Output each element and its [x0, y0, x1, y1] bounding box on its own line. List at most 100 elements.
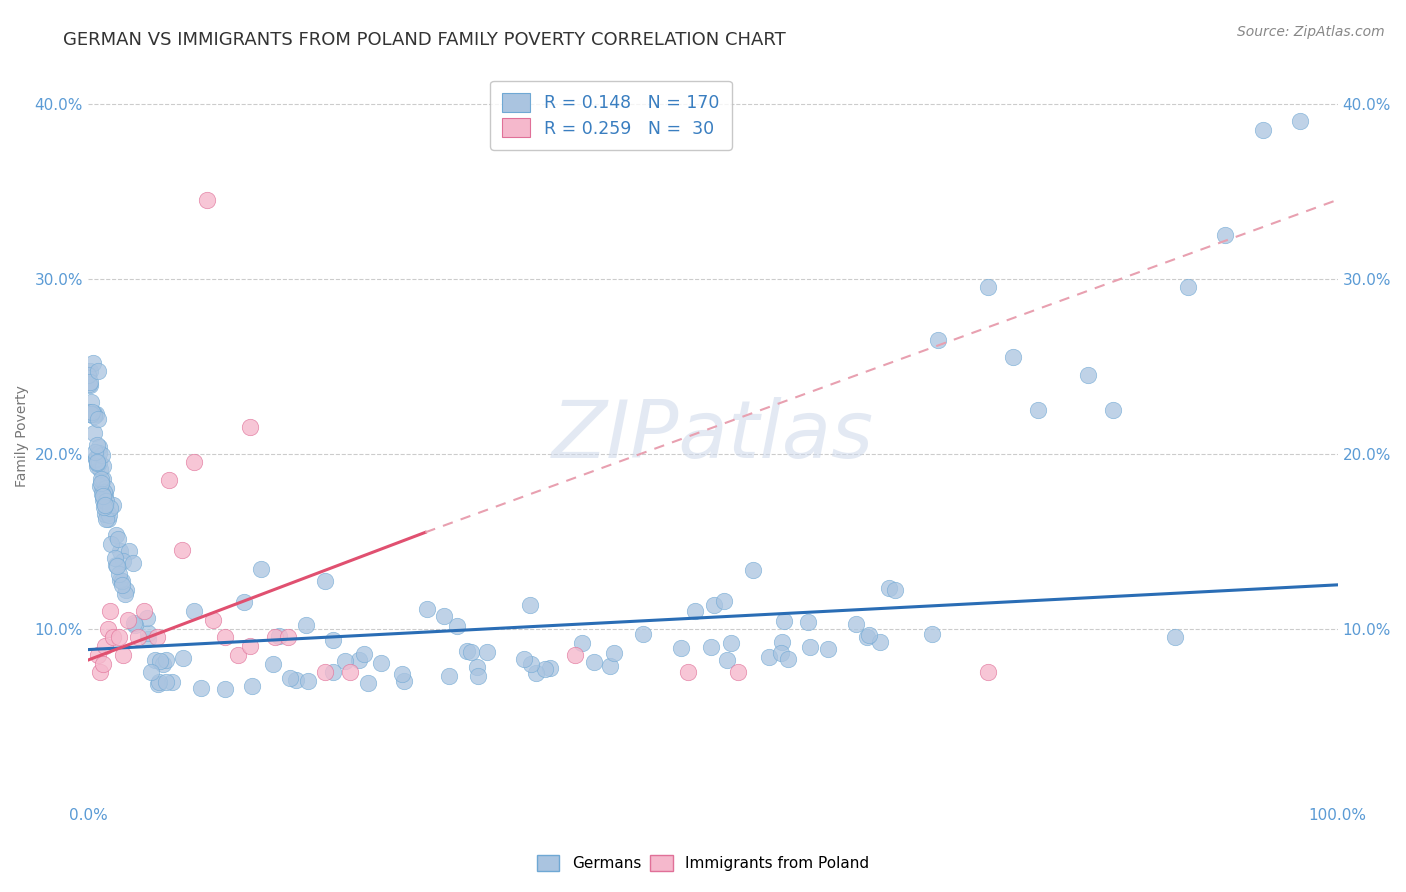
- Point: [84, 452, 107, 467]
- Point: [94, 487, 117, 501]
- Text: ZIPatlas: ZIPatlas: [551, 397, 875, 475]
- Point: [77, 376, 100, 391]
- Point: [183, 603, 205, 617]
- Point: [769, 646, 792, 660]
- Point: [456, 644, 478, 658]
- Text: Source: ZipAtlas.com: Source: ZipAtlas.com: [1237, 25, 1385, 39]
- Point: [89, 440, 111, 454]
- Point: [96, 505, 118, 519]
- Point: [96, 512, 118, 526]
- Point: [314, 665, 336, 680]
- Point: [415, 601, 437, 615]
- Point: [111, 578, 134, 592]
- Point: [467, 669, 489, 683]
- Point: [111, 554, 134, 568]
- Point: [122, 556, 145, 570]
- Point: [79, 407, 101, 421]
- Point: [269, 629, 291, 643]
- Point: [134, 604, 156, 618]
- Point: [977, 665, 1000, 680]
- Point: [111, 574, 134, 589]
- Point: [86, 451, 108, 466]
- Point: [1213, 227, 1236, 242]
- Point: [89, 479, 111, 493]
- Point: [437, 669, 460, 683]
- Point: [89, 665, 111, 680]
- Point: [82, 356, 104, 370]
- Point: [519, 599, 541, 613]
- Point: [977, 280, 1000, 294]
- Point: [683, 604, 706, 618]
- Point: [143, 653, 166, 667]
- Point: [446, 618, 468, 632]
- Point: [845, 616, 868, 631]
- Point: [100, 537, 122, 551]
- Point: [1026, 402, 1049, 417]
- Point: [1001, 351, 1024, 365]
- Point: [104, 558, 127, 573]
- Point: [155, 675, 177, 690]
- Point: [93, 485, 115, 500]
- Point: [97, 622, 120, 636]
- Point: [927, 333, 949, 347]
- Point: [77, 368, 100, 382]
- Point: [239, 420, 262, 434]
- Point: [111, 648, 134, 662]
- Point: [631, 626, 654, 640]
- Point: [353, 647, 375, 661]
- Point: [155, 653, 177, 667]
- Point: [96, 481, 118, 495]
- Point: [460, 645, 482, 659]
- Point: [172, 651, 194, 665]
- Point: [145, 631, 167, 645]
- Point: [533, 662, 555, 676]
- Point: [93, 491, 115, 505]
- Point: [157, 473, 180, 487]
- Point: [817, 641, 839, 656]
- Point: [101, 498, 124, 512]
- Point: [91, 472, 114, 486]
- Point: [335, 654, 357, 668]
- Point: [233, 595, 256, 609]
- Point: [322, 665, 344, 679]
- Point: [278, 671, 301, 685]
- Point: [90, 472, 112, 486]
- Point: [91, 657, 114, 671]
- Point: [86, 458, 108, 473]
- Point: [160, 675, 183, 690]
- Point: [742, 563, 765, 577]
- Point: [124, 618, 146, 632]
- Point: [114, 587, 136, 601]
- Point: [170, 542, 193, 557]
- Point: [94, 639, 117, 653]
- Point: [87, 412, 110, 426]
- Point: [856, 630, 879, 644]
- Point: [94, 507, 117, 521]
- Point: [295, 618, 318, 632]
- Point: [564, 648, 586, 662]
- Point: [122, 616, 145, 631]
- Point: [190, 681, 212, 696]
- Point: [582, 655, 605, 669]
- Point: [96, 494, 118, 508]
- Point: [1101, 402, 1123, 417]
- Point: [136, 610, 159, 624]
- Point: [84, 408, 107, 422]
- Point: [79, 375, 101, 389]
- Point: [703, 598, 725, 612]
- Point: [1077, 368, 1099, 382]
- Point: [877, 582, 900, 596]
- Point: [603, 646, 626, 660]
- Point: [114, 582, 136, 597]
- Point: [322, 632, 344, 647]
- Point: [83, 407, 105, 421]
- Point: [136, 626, 159, 640]
- Point: [716, 653, 738, 667]
- Point: [770, 635, 793, 649]
- Point: [94, 498, 117, 512]
- Point: [80, 405, 103, 419]
- Point: [105, 527, 128, 541]
- Point: [669, 640, 692, 655]
- Point: [797, 615, 820, 629]
- Point: [79, 364, 101, 378]
